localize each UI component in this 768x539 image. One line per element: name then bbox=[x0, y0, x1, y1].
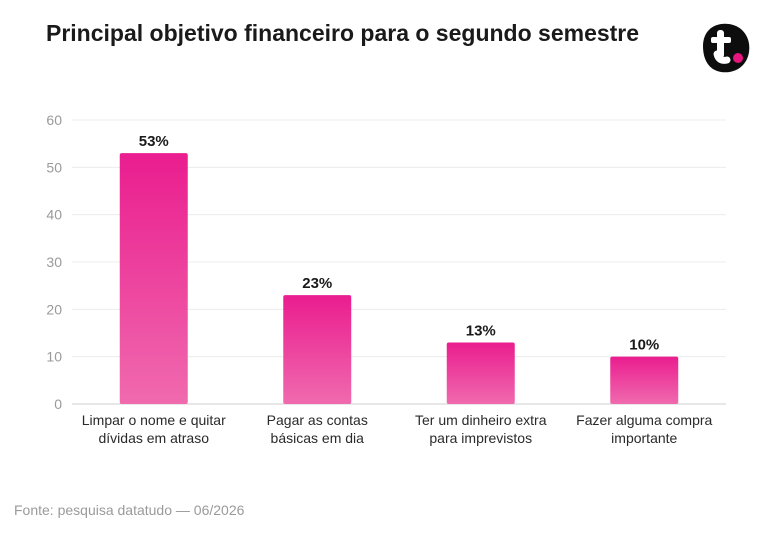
x-tick-label: Limpar o nome e quitar dívidas em atraso bbox=[81, 412, 226, 446]
bar bbox=[610, 356, 679, 404]
y-tick-label: 50 bbox=[46, 159, 62, 175]
data-label: 13% bbox=[466, 322, 496, 339]
bar bbox=[119, 153, 188, 404]
y-tick-label: 30 bbox=[46, 254, 62, 270]
bar bbox=[446, 342, 515, 404]
y-tick-label: 40 bbox=[46, 207, 62, 223]
x-tick-label: Ter um dinheiro extra para imprevistos bbox=[414, 412, 547, 446]
data-label: 10% bbox=[629, 337, 659, 354]
y-tick-label: 20 bbox=[46, 301, 62, 317]
x-tick-label: Fazer alguma compra importante bbox=[576, 412, 713, 446]
data-label: 23% bbox=[302, 275, 332, 292]
data-label: 53% bbox=[139, 133, 169, 150]
bar bbox=[283, 295, 352, 404]
x-tick-label: Pagar as contas básicas em dia bbox=[266, 412, 368, 446]
y-tick-label: 10 bbox=[46, 349, 62, 365]
source-note: Fonte: pesquisa datatudo — 06/2026 bbox=[14, 502, 245, 518]
y-tick-label: 0 bbox=[54, 396, 62, 412]
brand-logo-icon bbox=[703, 23, 750, 73]
chart-title: Principal objetivo financeiro para o seg… bbox=[46, 20, 640, 46]
y-tick-label: 60 bbox=[46, 112, 62, 128]
